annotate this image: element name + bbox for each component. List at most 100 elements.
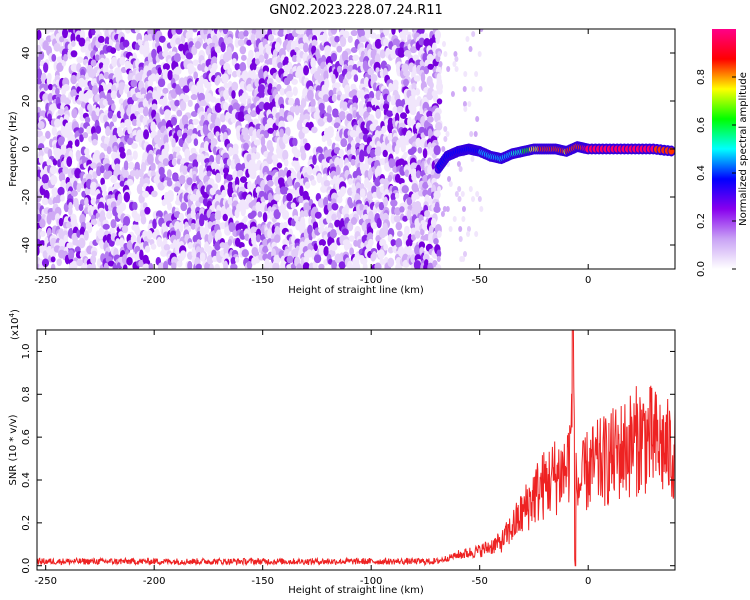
sparse-cell — [456, 161, 461, 167]
noise-cell — [230, 263, 238, 269]
noise-cell — [111, 134, 118, 144]
noise-cell — [323, 196, 329, 208]
noise-cell — [55, 194, 61, 204]
noise-cell — [366, 190, 374, 201]
noise-cell — [330, 29, 338, 35]
noise-cell — [338, 157, 344, 169]
noise-cell — [163, 260, 169, 269]
noise-cell — [368, 168, 373, 180]
noise-cell — [115, 238, 121, 246]
noise-cell — [435, 121, 443, 131]
noise-cell — [396, 106, 404, 114]
noise-cell — [203, 29, 209, 35]
noise-cell — [324, 50, 330, 58]
sparse-cell — [468, 46, 473, 52]
noise-cell — [119, 237, 125, 249]
noise-cell — [252, 250, 260, 257]
noise-cell — [49, 165, 57, 175]
colorbar-gradient — [712, 29, 736, 269]
sparse-cell — [474, 231, 479, 237]
noise-cell — [396, 230, 403, 237]
noise-cell — [263, 102, 271, 112]
noise-cell — [436, 98, 443, 105]
noise-cell — [400, 112, 407, 119]
noise-cell — [66, 156, 73, 167]
noise-cell — [241, 249, 249, 258]
noise-cell — [57, 186, 65, 196]
noise-cell — [230, 114, 237, 124]
noise-cell — [78, 237, 86, 249]
noise-cell — [125, 154, 134, 162]
noise-cell — [347, 177, 354, 185]
noise-cell — [134, 169, 140, 180]
sparse-cell — [454, 66, 459, 72]
noise-cell — [187, 124, 195, 131]
sparse-cell — [458, 166, 463, 172]
noise-cell — [386, 94, 392, 103]
noise-cell — [139, 249, 144, 261]
noise-cell — [119, 202, 127, 212]
noise-cell — [427, 115, 434, 123]
noise-cell — [106, 170, 113, 177]
noise-cell — [318, 263, 325, 269]
noise-cell — [241, 127, 249, 137]
noise-cell — [170, 262, 177, 269]
noise-cell — [302, 262, 310, 269]
noise-cell — [279, 87, 286, 96]
noise-cell — [410, 146, 417, 154]
noise-cell — [418, 37, 426, 46]
spectrogram-y-label: Frequency (Hz) — [8, 111, 19, 187]
noise-cell — [366, 101, 373, 109]
noise-cell — [139, 179, 145, 187]
noise-cell — [329, 228, 338, 239]
noise-cell — [100, 177, 105, 186]
noise-cell — [277, 29, 285, 37]
noise-cell — [302, 138, 308, 145]
noise-cell — [243, 142, 249, 151]
noise-cell — [369, 149, 377, 159]
noise-cell — [187, 99, 193, 108]
noise-cell — [350, 46, 358, 53]
noise-cell — [95, 125, 102, 134]
noise-cell — [347, 35, 353, 44]
noise-cell — [359, 203, 365, 211]
noise-cell — [401, 29, 409, 36]
noise-cell — [316, 172, 323, 184]
noise-cell — [435, 263, 442, 269]
noise-cell — [126, 137, 134, 146]
noise-cell — [182, 94, 190, 103]
noise-cell — [156, 236, 163, 248]
noise-cell — [395, 263, 403, 269]
noise-cell — [185, 52, 193, 60]
noise-cell — [274, 41, 281, 52]
noise-cell — [337, 191, 345, 198]
noise-cell — [46, 213, 52, 225]
noise-cell — [162, 96, 168, 106]
noise-cell — [119, 151, 126, 159]
noise-cell — [78, 37, 86, 47]
noise-cell — [402, 215, 408, 222]
noise-cell — [331, 94, 337, 102]
noise-cell — [136, 183, 143, 195]
noise-cell — [243, 215, 248, 223]
noise-cell — [151, 103, 158, 111]
noise-cell — [254, 58, 261, 65]
noise-cell — [230, 163, 237, 170]
noise-cell — [55, 88, 60, 95]
noise-cell — [383, 37, 389, 47]
noise-cell — [433, 130, 441, 137]
noise-cell — [190, 222, 196, 230]
noise-cell — [177, 255, 185, 262]
noise-cell — [84, 197, 89, 207]
noise-cell — [347, 60, 355, 67]
noise-cell — [258, 101, 266, 110]
noise-cell — [164, 142, 170, 154]
noise-cell — [353, 74, 359, 83]
noise-cell — [74, 202, 80, 212]
noise-cell — [286, 193, 293, 202]
noise-cell — [254, 78, 260, 88]
noise-cell — [269, 145, 274, 153]
noise-cell — [234, 208, 240, 219]
noise-cell — [162, 69, 169, 80]
